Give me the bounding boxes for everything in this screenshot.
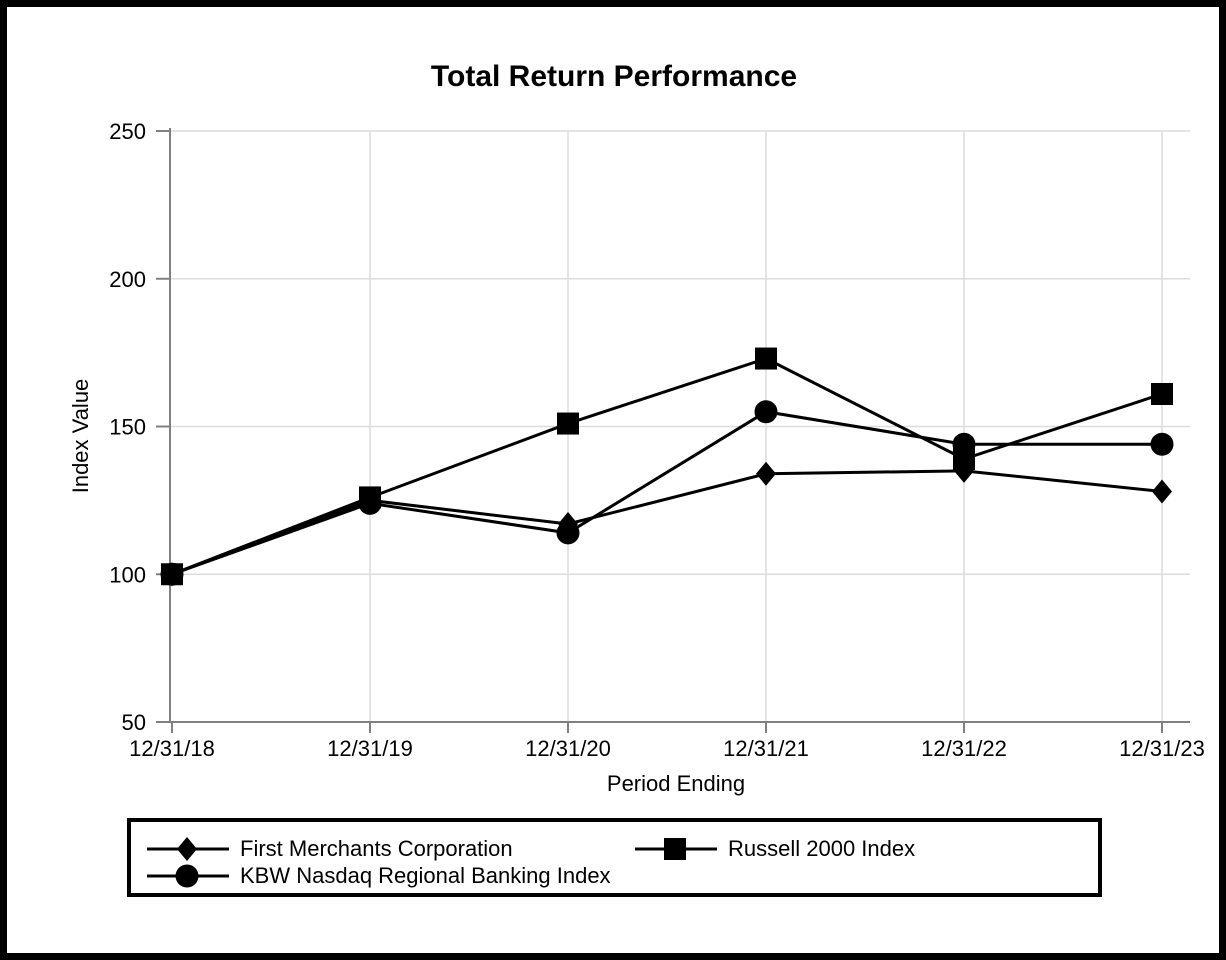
legend-item-first-merchants: First Merchants Corporation xyxy=(147,835,513,863)
y-tick-label: 200 xyxy=(109,267,146,292)
series-line-diamond xyxy=(171,469,1163,576)
plot-area: 50 100 150 200 250 12/31/18 12/31/19 12/31/20 12… xyxy=(109,119,1205,761)
diamond-marker xyxy=(1152,479,1172,504)
x-tick-label: 12/31/23 xyxy=(1119,736,1205,761)
y-tick-label: 50 xyxy=(122,710,146,735)
circle-marker-icon xyxy=(147,864,229,888)
legend-label-russell-2000: Russell 2000 Index xyxy=(728,836,916,861)
diamond-marker-icon xyxy=(147,837,229,861)
square-marker xyxy=(755,347,777,370)
x-axis-title: Period Ending xyxy=(607,771,745,796)
square-marker xyxy=(557,412,579,435)
x-tick-label: 12/31/21 xyxy=(723,736,809,761)
x-tick-label: 12/31/19 xyxy=(327,736,413,761)
y-tick-label: 100 xyxy=(109,562,146,587)
circle-marker xyxy=(754,400,778,424)
y-axis-title: Index Value xyxy=(68,379,93,494)
x-tick-label: 12/31/20 xyxy=(525,736,611,761)
square-marker xyxy=(1151,382,1173,405)
y-tick-label: 150 xyxy=(109,415,146,440)
y-tick-label: 250 xyxy=(109,119,146,144)
circle-marker xyxy=(952,432,976,456)
x-tick-label: 12/31/18 xyxy=(129,736,215,761)
x-tick-label: 12/31/22 xyxy=(921,736,1007,761)
series-line-square xyxy=(171,356,1163,576)
circle-marker xyxy=(160,562,184,586)
chart-legend: First Merchants Corporation Russell 2000… xyxy=(127,818,1102,897)
circle-marker xyxy=(358,491,382,515)
series-line-circle xyxy=(171,410,1162,576)
legend-label-kbw-nasdaq: KBW Nasdaq Regional Banking Index xyxy=(240,863,611,888)
legend-item-kbw-nasdaq: KBW Nasdaq Regional Banking Index xyxy=(147,862,611,890)
chart-title: Total Return Performance xyxy=(431,60,797,93)
circle-marker xyxy=(1150,432,1174,456)
diamond-marker xyxy=(756,461,776,486)
legend-item-russell-2000: Russell 2000 Index xyxy=(635,835,915,863)
legend-label-first-merchants: First Merchants Corporation xyxy=(240,836,513,861)
circle-marker xyxy=(556,521,580,545)
square-marker-icon xyxy=(635,838,717,860)
